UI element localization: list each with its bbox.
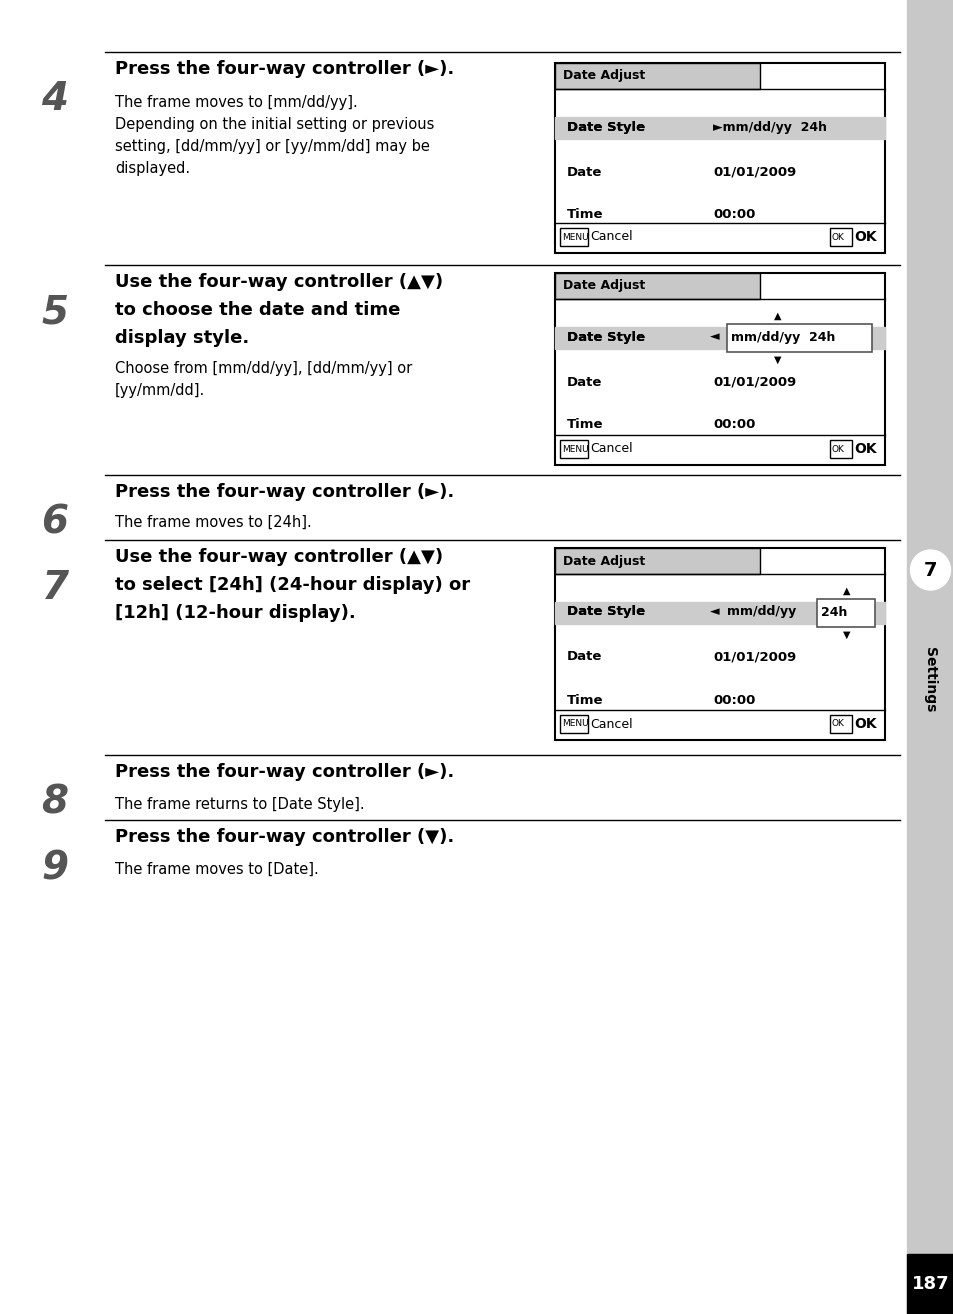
Text: ▲: ▲ (773, 311, 781, 321)
Bar (555, 273, 759, 300)
Text: setting, [dd/mm/yy] or [yy/mm/dd] may be: setting, [dd/mm/yy] or [yy/mm/dd] may be (115, 139, 430, 155)
Text: 00:00: 00:00 (713, 209, 755, 222)
Text: OK: OK (831, 233, 844, 242)
Text: Use the four-way controller (▲▼): Use the four-way controller (▲▼) (115, 548, 442, 566)
Text: The frame returns to [Date Style].: The frame returns to [Date Style]. (115, 796, 364, 812)
Text: Choose from [mm/dd/yy], [dd/mm/yy] or: Choose from [mm/dd/yy], [dd/mm/yy] or (115, 360, 412, 376)
Circle shape (909, 551, 949, 590)
Bar (559, 440, 587, 459)
Bar (555, 63, 884, 254)
Text: to choose the date and time: to choose the date and time (115, 301, 400, 319)
Bar (555, 273, 884, 465)
Text: 01/01/2009: 01/01/2009 (713, 166, 796, 179)
Text: MENU: MENU (561, 233, 588, 242)
Text: Date: Date (566, 166, 601, 179)
Text: OK: OK (831, 720, 844, 728)
Text: Cancel: Cancel (589, 717, 632, 731)
Text: Cancel: Cancel (589, 230, 632, 243)
Text: OK: OK (853, 442, 876, 456)
Text: Press the four-way controller (►).: Press the four-way controller (►). (115, 60, 454, 78)
Text: Press the four-way controller (►).: Press the four-way controller (►). (115, 763, 454, 781)
Text: 7: 7 (42, 569, 69, 607)
Text: OK: OK (831, 444, 844, 453)
Text: 00:00: 00:00 (713, 418, 755, 431)
Bar (829, 440, 851, 459)
Text: Date Style: Date Style (566, 331, 644, 343)
Bar (559, 715, 587, 733)
Text: ▲: ▲ (841, 586, 849, 597)
Text: Date Adjust: Date Adjust (562, 280, 644, 293)
Text: displayed.: displayed. (115, 162, 190, 176)
Text: The frame moves to [24h].: The frame moves to [24h]. (115, 515, 312, 530)
Text: Use the four-way controller (▲▼): Use the four-way controller (▲▼) (115, 273, 442, 290)
Text: 6: 6 (42, 505, 69, 541)
Bar (555, 63, 759, 89)
Text: ►mm/dd/yy  24h: ►mm/dd/yy 24h (713, 121, 826, 134)
Text: MENU: MENU (561, 720, 588, 728)
Text: OK: OK (853, 230, 876, 244)
Text: [12h] (12-hour display).: [12h] (12-hour display). (115, 604, 355, 622)
Text: [yy/mm/dd].: [yy/mm/dd]. (115, 382, 205, 398)
Text: The frame moves to [mm/dd/yy].: The frame moves to [mm/dd/yy]. (115, 96, 357, 110)
Text: 5: 5 (42, 294, 69, 332)
Text: 187: 187 (911, 1275, 948, 1293)
Bar (555, 117, 884, 139)
Bar (555, 327, 884, 350)
Text: mm/dd/yy  24h: mm/dd/yy 24h (730, 331, 834, 343)
Text: Date Style: Date Style (566, 121, 644, 134)
Text: ▼: ▼ (773, 355, 781, 365)
Text: to select [24h] (24-hour display) or: to select [24h] (24-hour display) or (115, 576, 470, 594)
Bar (817, 599, 874, 627)
Text: 00:00: 00:00 (713, 694, 755, 707)
Text: Date: Date (566, 376, 601, 389)
Bar (829, 229, 851, 246)
Bar (555, 602, 884, 624)
Text: Settings: Settings (923, 648, 937, 712)
Text: 01/01/2009: 01/01/2009 (713, 376, 796, 389)
Text: Date Style: Date Style (566, 121, 644, 134)
Text: Date: Date (566, 650, 601, 664)
Text: Date Style: Date Style (566, 606, 644, 619)
Text: 8: 8 (42, 784, 69, 823)
Bar (555, 548, 884, 740)
Text: Time: Time (566, 209, 603, 222)
Text: ◄: ◄ (709, 331, 719, 343)
Text: Date Style: Date Style (566, 331, 644, 343)
Text: OK: OK (853, 717, 876, 731)
Bar (906, 1254, 953, 1314)
Text: Time: Time (566, 694, 603, 707)
Text: Date Adjust: Date Adjust (562, 70, 644, 83)
Text: display style.: display style. (115, 328, 249, 347)
Text: Cancel: Cancel (589, 443, 632, 456)
Text: ◄: ◄ (709, 606, 719, 619)
Text: ▼: ▼ (841, 629, 849, 640)
Text: The frame moves to [Date].: The frame moves to [Date]. (115, 862, 318, 876)
Bar (906, 0, 953, 1314)
Text: 7: 7 (923, 561, 936, 579)
Text: Date Adjust: Date Adjust (562, 555, 644, 568)
Text: Time: Time (566, 418, 603, 431)
Text: 9: 9 (42, 849, 69, 887)
Bar (559, 229, 587, 246)
Text: Press the four-way controller (▼).: Press the four-way controller (▼). (115, 828, 454, 846)
Text: 4: 4 (42, 80, 69, 118)
Text: 24h: 24h (821, 606, 847, 619)
Text: 01/01/2009: 01/01/2009 (713, 650, 796, 664)
Text: MENU: MENU (561, 444, 588, 453)
Text: Press the four-way controller (►).: Press the four-way controller (►). (115, 484, 454, 501)
Text: Date Style: Date Style (566, 606, 644, 619)
Text: mm/dd/yy: mm/dd/yy (726, 606, 795, 619)
Bar (726, 325, 871, 352)
Bar (829, 715, 851, 733)
Text: Depending on the initial setting or previous: Depending on the initial setting or prev… (115, 117, 434, 133)
Bar (555, 548, 759, 574)
